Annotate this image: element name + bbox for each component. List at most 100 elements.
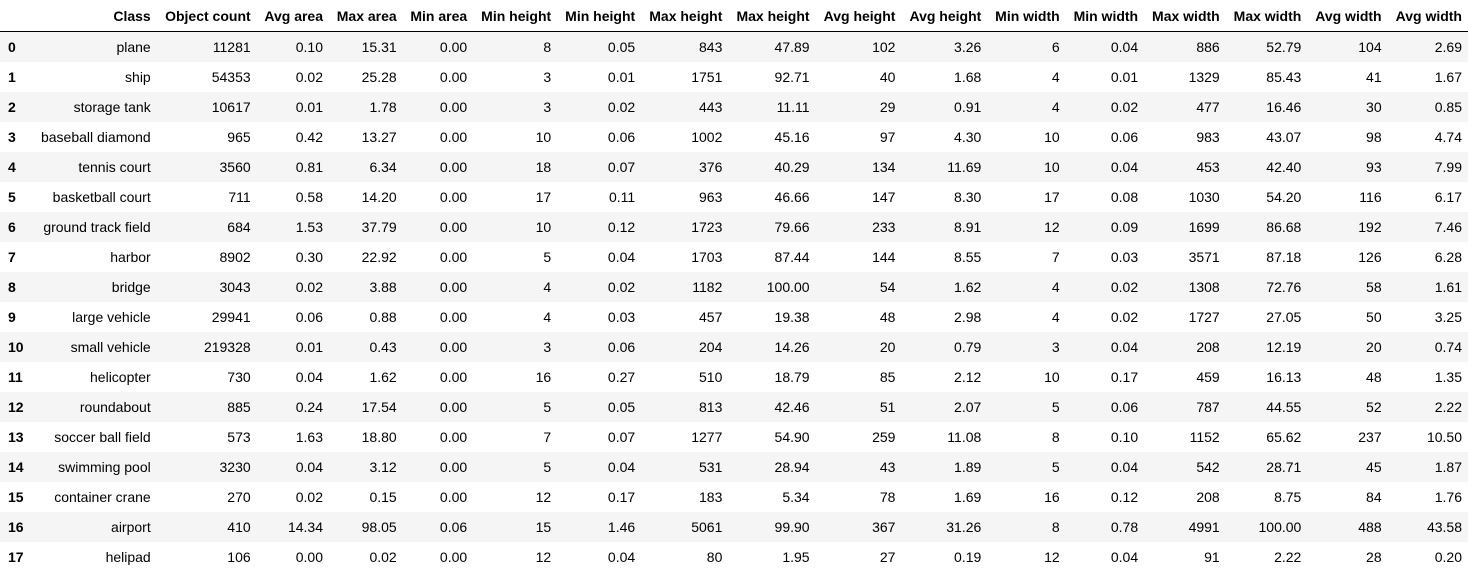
cell-max-area: 3.88 [369,279,397,295]
cell-min-width-pct: 0.04 [1110,549,1139,565]
cell-avg-area: 14.34 [287,519,323,535]
cell-max-area: 0.88 [369,309,397,325]
cell-max-width-pct: 86.68 [1266,219,1302,235]
cell-avg-height-pct: 2.98 [954,309,982,325]
cell-class: basketball court [52,189,151,205]
cell-max-area: 15.31 [361,39,397,55]
cell-max-height-px: 204 [699,339,723,355]
cell-max-area: 1.78 [369,99,397,115]
cell-avg-height-pct: 8.30 [954,189,982,205]
cell-max-width-px: 208 [1196,489,1220,505]
column-header-max-area: Max area [329,0,403,32]
cell-max-height-pct: 100.00 [766,279,810,295]
cell-max-width-pct: 87.18 [1266,249,1302,265]
table-row: 16 airport 410 14.34 98.05 0.06 15 1.46 5061 99.9… [0,512,1468,542]
cell-avg-area: 0.42 [295,129,323,145]
cell-max-height-px: 80 [706,549,723,565]
cell-min-area: 0.00 [439,309,468,325]
cell-avg-height-pct: 8.91 [954,219,982,235]
index-column-header [0,0,32,32]
cell-class: plane [116,39,151,55]
cell-max-height-px: 1751 [691,69,723,85]
table-row: 15 container crane 270 0.02 0.15 0.00 12 0.17 18… [0,482,1468,512]
cell-class: swimming pool [58,459,151,475]
row-index: 9 [8,309,16,325]
cell-max-height-pct: 18.79 [774,369,810,385]
cell-min-width-pct: 0.06 [1110,399,1139,415]
cell-min-area: 0.00 [439,249,468,265]
cell-avg-area: 1.63 [295,429,323,445]
cell-avg-width-pct: 0.20 [1434,549,1462,565]
column-header-max-width-px: Max width [1144,0,1226,32]
cell-avg-height-px: 97 [879,129,896,145]
cell-min-area: 0.00 [439,189,468,205]
cell-avg-height-pct: 0.19 [954,549,982,565]
cell-avg-width-pct: 1.87 [1434,459,1462,475]
cell-max-width-pct: 12.19 [1266,339,1302,355]
cell-min-width-px: 4 [1051,279,1060,295]
cell-max-area: 1.62 [369,369,397,385]
cell-class: storage tank [73,99,151,115]
cell-class: helicopter [90,369,151,385]
cell-max-height-pct: 47.89 [774,39,810,55]
cell-avg-area: 0.06 [295,309,323,325]
cell-max-width-pct: 42.40 [1266,159,1302,175]
row-index: 16 [8,519,24,535]
cell-avg-height-pct: 3.26 [954,39,982,55]
cell-min-width-pct: 0.01 [1110,69,1139,85]
row-index: 13 [8,429,24,445]
cell-min-width-pct: 0.02 [1110,279,1139,295]
column-header-avg-width-pct: Avg width [1387,0,1468,32]
cell-avg-area: 1.53 [295,219,323,235]
cell-min-height-px: 3 [543,339,552,355]
cell-avg-width-px: 50 [1366,309,1382,325]
cell-min-area: 0.00 [439,399,468,415]
cell-min-height-px: 12 [535,549,552,565]
cell-avg-width-pct: 1.35 [1434,369,1462,385]
column-header-min-height-px: Min height [473,0,558,32]
cell-max-width-px: 91 [1204,549,1220,565]
row-index: 1 [8,69,16,85]
cell-min-width-px: 8 [1051,429,1060,445]
cell-avg-width-pct: 0.85 [1434,99,1462,115]
cell-max-height-pct: 79.66 [774,219,810,235]
cell-avg-height-pct: 1.69 [954,489,982,505]
cell-min-width-px: 17 [1044,189,1060,205]
cell-max-height-px: 1703 [691,249,723,265]
cell-avg-area: 0.58 [295,189,323,205]
cell-object-count: 29941 [211,309,251,325]
table-row: 8 bridge 3043 0.02 3.88 0.00 4 0.02 1182 100.00 54… [0,272,1468,302]
table-row: 11 helicopter 730 0.04 1.62 0.00 16 0.27 510 18.7… [0,362,1468,392]
cell-max-area: 14.20 [361,189,397,205]
cell-min-height-px: 3 [543,69,552,85]
cell-max-width-pct: 27.05 [1266,309,1302,325]
cell-object-count: 573 [227,429,251,445]
cell-min-area: 0.00 [439,129,468,145]
cell-avg-width-px: 237 [1358,429,1382,445]
cell-max-height-px: 963 [699,189,723,205]
cell-min-height-px: 10 [535,219,552,235]
cell-avg-height-pct: 1.89 [954,459,982,475]
cell-max-height-pct: 19.38 [774,309,810,325]
cell-max-width-px: 459 [1196,369,1220,385]
cell-max-width-pct: 54.20 [1266,189,1302,205]
cell-max-height-px: 813 [699,399,723,415]
cell-min-width-px: 4 [1051,69,1060,85]
cell-class: bridge [111,279,151,295]
cell-avg-height-pct: 31.26 [946,519,982,535]
cell-min-height-pct: 0.01 [607,69,636,85]
cell-object-count: 219328 [203,339,251,355]
cell-min-height-pct: 0.04 [607,549,636,565]
cell-class: harbor [110,249,151,265]
cell-avg-height-px: 51 [879,399,896,415]
cell-max-width-px: 1699 [1188,219,1220,235]
cell-max-area: 25.28 [361,69,397,85]
column-header-avg-width-px: Avg width [1307,0,1388,32]
cell-max-height-px: 1723 [691,219,723,235]
cell-max-height-pct: 92.71 [774,69,810,85]
cell-min-height-px: 15 [535,519,552,535]
cell-min-width-px: 4 [1051,309,1060,325]
cell-class: helipad [105,549,151,565]
cell-min-width-px: 12 [1044,219,1060,235]
cell-min-height-pct: 1.46 [607,519,636,535]
